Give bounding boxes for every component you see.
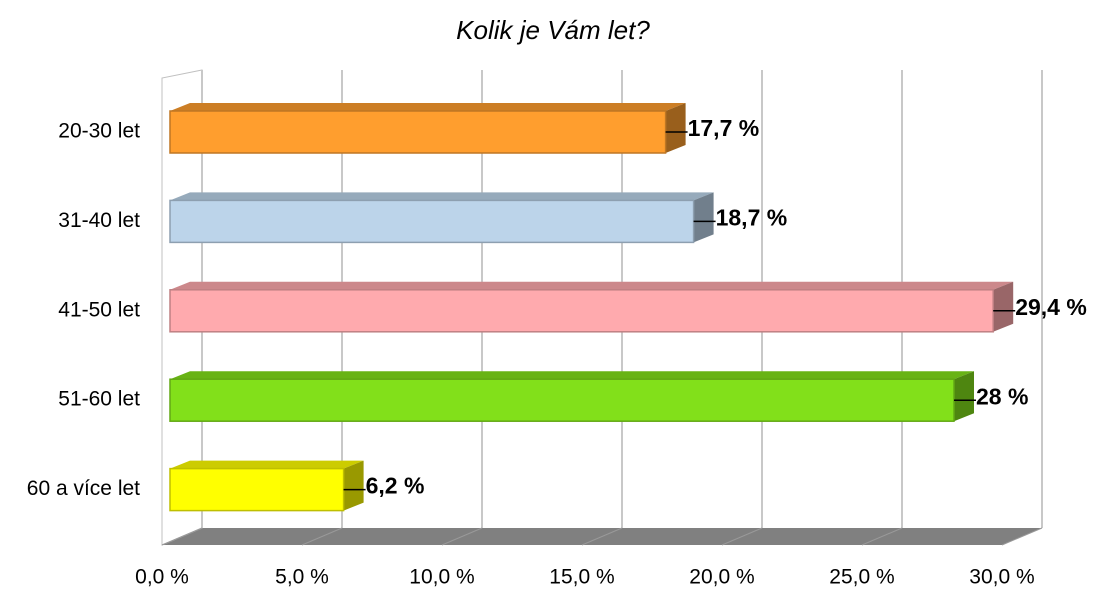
bar (169, 378, 955, 422)
bar-top (170, 371, 974, 380)
y-tick-label: 51-60 let (58, 388, 140, 411)
bar (169, 199, 695, 244)
x-tick-label: 5,0 % (275, 566, 329, 589)
y-tick-label: 60 a více let (27, 477, 140, 500)
floor-line (861, 527, 903, 546)
bar (169, 110, 667, 154)
value-label: 28 % (976, 383, 1028, 409)
value-label: 17,7 % (688, 115, 760, 141)
floor-line (441, 527, 483, 546)
x-tick-label: 20,0 % (689, 566, 754, 589)
chart-title: Kolik je Vám let? (456, 15, 650, 45)
bar-top (170, 192, 714, 201)
x-tick-label: 30,0 % (969, 566, 1034, 589)
x-tick-label: 25,0 % (829, 566, 894, 589)
bar (169, 467, 345, 512)
bar-top (170, 103, 686, 111)
floor-line (581, 527, 623, 546)
bar-side (343, 460, 364, 511)
floor-line (301, 527, 343, 546)
bar (169, 289, 994, 333)
bar-top (170, 460, 364, 469)
bar-side (665, 103, 686, 153)
x-tick-label: 15,0 % (549, 566, 614, 589)
floor-line (1001, 527, 1043, 546)
value-label: 18,7 % (716, 204, 788, 230)
floor-line (721, 527, 763, 546)
y-tick-label: 31-40 let (58, 209, 140, 232)
floor-line (161, 527, 203, 546)
bar-side (693, 192, 714, 243)
bar-side (954, 371, 974, 422)
bar-top (170, 281, 1014, 290)
value-label: 29,4 % (1015, 294, 1087, 320)
x-tick-label: 0,0 % (135, 566, 189, 589)
bar-side (993, 281, 1014, 332)
value-label: 6,2 % (366, 473, 425, 499)
x-tick-label: 10,0 % (409, 566, 474, 589)
y-tick-label: 20-30 let (58, 120, 140, 143)
y-tick-label: 41-50 let (58, 298, 140, 321)
